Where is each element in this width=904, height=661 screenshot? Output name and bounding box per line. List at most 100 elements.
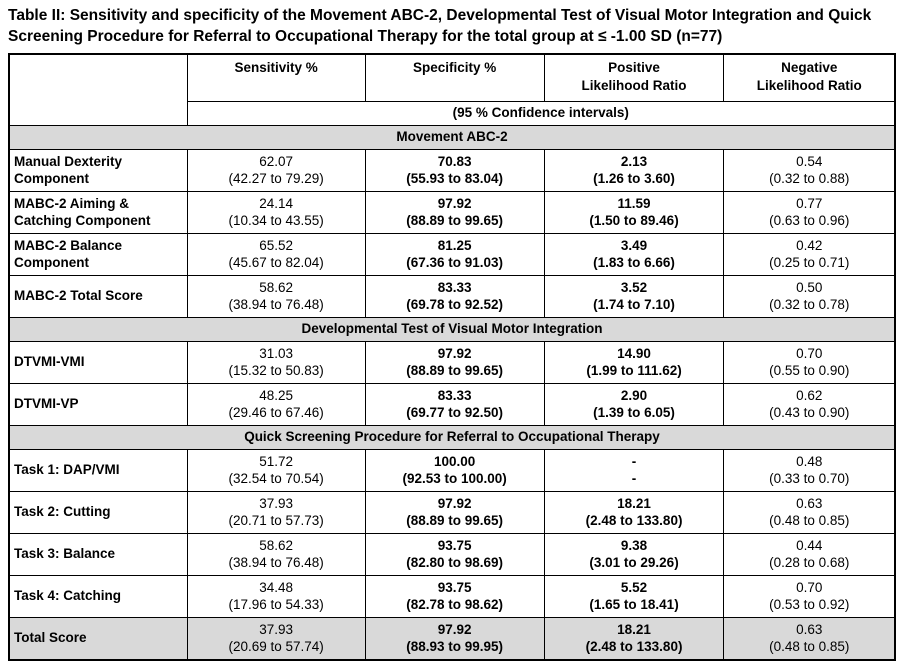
col-header-line: Negative [781, 59, 838, 75]
col-header-positive-likelihood-ratio: Positive Likelihood Ratio [543, 53, 725, 102]
cell-value: 18.21 [617, 621, 651, 637]
cell-value: 83.33 [437, 387, 472, 403]
col-header-sensitivity: Sensitivity % [186, 53, 366, 102]
cell-value: 11.59 [617, 195, 651, 211]
cell-value: 0.63 [796, 495, 823, 511]
table-row: MABC-2 Aiming & Catching Component 24.14 (… [8, 190, 896, 234]
data-cell: 3.49 (1.83 to 6.66) [543, 232, 725, 276]
cell-value: 93.75 [437, 537, 472, 553]
row-label: Manual Dexterity Component [8, 148, 188, 192]
table-row: Task 4: Catching 34.48 (17.96 to 54.33) 93.… [8, 574, 896, 618]
cell-value: 62.07 [259, 153, 294, 169]
data-cell: 31.03 (15.32 to 50.83) [186, 340, 366, 384]
cell-confidence-interval: (17.96 to 54.33) [228, 597, 324, 613]
data-cell: -- [543, 448, 725, 492]
cell-confidence-interval: (69.78 to 92.52) [406, 297, 504, 313]
cell-confidence-interval: (0.43 to 0.90) [769, 405, 850, 421]
cell-value: 0.70 [796, 345, 823, 361]
column-header-row: Sensitivity % Specificity % Positive Lik… [8, 53, 896, 126]
table-row: DTVMI-VP 48.25 (29.46 to 67.46) 83.33 (69.77… [8, 382, 896, 426]
cell-confidence-interval: (82.78 to 98.62) [406, 597, 504, 613]
data-cell: 24.14 (10.34 to 43.55) [186, 190, 366, 234]
data-cell: 93.75 (82.78 to 98.62) [364, 574, 545, 618]
cell-confidence-interval: (20.71 to 57.73) [228, 513, 324, 529]
data-cell: 83.33 (69.78 to 92.52) [364, 274, 545, 318]
cell-value: 0.48 [796, 453, 823, 469]
table-head: Sensitivity % Specificity % Positive Lik… [8, 53, 896, 126]
cell-value: 2.13 [620, 153, 648, 169]
cell-value: 51.72 [259, 453, 294, 469]
data-cell: 0.42 (0.25 to 0.71) [723, 232, 896, 276]
cell-confidence-interval: (1.39 to 6.05) [593, 405, 675, 421]
cell-value: 0.44 [796, 537, 823, 553]
cell-confidence-interval: (29.46 to 67.46) [228, 405, 324, 421]
cell-confidence-interval: - [631, 471, 637, 487]
data-cell: 58.62 (38.94 to 76.48) [186, 274, 366, 318]
cell-value: 5.52 [620, 579, 648, 595]
col-header-line: Sensitivity % [234, 59, 318, 75]
cell-value: 70.83 [437, 153, 472, 169]
cell-confidence-interval: (1.50 to 89.46) [589, 213, 679, 229]
data-cell: 2.90 (1.39 to 6.05) [543, 382, 725, 426]
cell-value: 97.92 [437, 495, 472, 511]
cell-confidence-interval: (0.48 to 0.85) [769, 639, 850, 655]
table-row: Manual Dexterity Component 62.07 (42.27 to… [8, 148, 896, 192]
cell-confidence-interval: (0.28 to 0.68) [769, 555, 850, 571]
section-header: Developmental Test of Visual Motor Integ… [8, 316, 896, 342]
section-header-row: Developmental Test of Visual Motor Integ… [8, 316, 896, 342]
cell-confidence-interval: (0.32 to 0.78) [769, 297, 850, 313]
cell-value: 0.77 [796, 195, 823, 211]
data-cell: 18.21 (2.48 to 133.80) [543, 490, 725, 534]
section-header-row: Quick Screening Procedure for Referral t… [8, 424, 896, 450]
cell-value: 3.49 [620, 237, 648, 253]
section-header: Movement ABC-2 [8, 124, 896, 150]
cell-value: 48.25 [259, 387, 294, 403]
data-cell: 70.83 (55.93 to 83.04) [364, 148, 545, 192]
col-header-line: Specificity % [413, 59, 497, 75]
table-row: MABC-2 Total Score 58.62 (38.94 to 76.48) 8… [8, 274, 896, 318]
data-cell: 37.93 (20.71 to 57.73) [186, 490, 366, 534]
cell-value: 0.50 [796, 279, 823, 295]
data-cell: 37.93 (20.69 to 57.74) [186, 616, 366, 661]
cell-value: 18.21 [617, 495, 651, 511]
section-header-row: Movement ABC-2 [8, 124, 896, 150]
table-body: Movement ABC-2 Manual Dexterity Component… [8, 124, 896, 661]
data-cell: 97.92 (88.89 to 99.65) [364, 340, 545, 384]
table-row: Task 3: Balance 58.62 (38.94 to 76.48) 93.7… [8, 532, 896, 576]
data-cell: 0.48 (0.33 to 0.70) [723, 448, 896, 492]
cell-value: 97.92 [437, 621, 472, 637]
cell-value: 31.03 [259, 345, 294, 361]
cell-value: 83.33 [437, 279, 472, 295]
cell-value: 24.14 [259, 195, 294, 211]
cell-confidence-interval: (1.99 to 111.62) [586, 363, 682, 379]
cell-value: 0.63 [796, 621, 823, 637]
table-row: Task 2: Cutting 37.93 (20.71 to 57.73) 97.9… [8, 490, 896, 534]
cell-value: 0.70 [796, 579, 823, 595]
table-row: DTVMI-VMI 31.03 (15.32 to 50.83) 97.92 (88.8… [8, 340, 896, 384]
data-cell: 5.52 (1.65 to 18.41) [543, 574, 725, 618]
cell-confidence-interval: (38.94 to 76.48) [228, 555, 324, 571]
data-cell: 0.77 (0.63 to 0.96) [723, 190, 896, 234]
row-label: Total Score [8, 616, 188, 661]
cell-confidence-interval: (0.33 to 0.70) [769, 471, 850, 487]
data-cell: 48.25 (29.46 to 67.46) [186, 382, 366, 426]
data-cell: 3.52 (1.74 to 7.10) [543, 274, 725, 318]
data-cell: 0.70 (0.55 to 0.90) [723, 340, 896, 384]
data-cell: 62.07 (42.27 to 79.29) [186, 148, 366, 192]
data-cell: 93.75 (82.80 to 98.69) [364, 532, 545, 576]
row-label: Task 1: DAP/VMI [8, 448, 188, 492]
cell-value: 3.52 [620, 279, 648, 295]
data-cell: 83.33 (69.77 to 92.50) [364, 382, 545, 426]
row-label: MABC-2 Total Score [8, 274, 188, 318]
cell-confidence-interval: (32.54 to 70.54) [228, 471, 324, 487]
cell-confidence-interval: (1.65 to 18.41) [589, 597, 679, 613]
cell-value: 97.92 [437, 195, 472, 211]
cell-confidence-interval: (38.94 to 76.48) [228, 297, 324, 313]
data-cell: 0.62 (0.43 to 0.90) [723, 382, 896, 426]
data-cell: 97.92 (88.89 to 99.65) [364, 190, 545, 234]
cell-confidence-interval: (88.93 to 99.95) [406, 639, 504, 655]
cell-value: 58.62 [259, 537, 294, 553]
data-cell: 2.13 (1.26 to 3.60) [543, 148, 725, 192]
row-label: DTVMI-VMI [8, 340, 188, 384]
